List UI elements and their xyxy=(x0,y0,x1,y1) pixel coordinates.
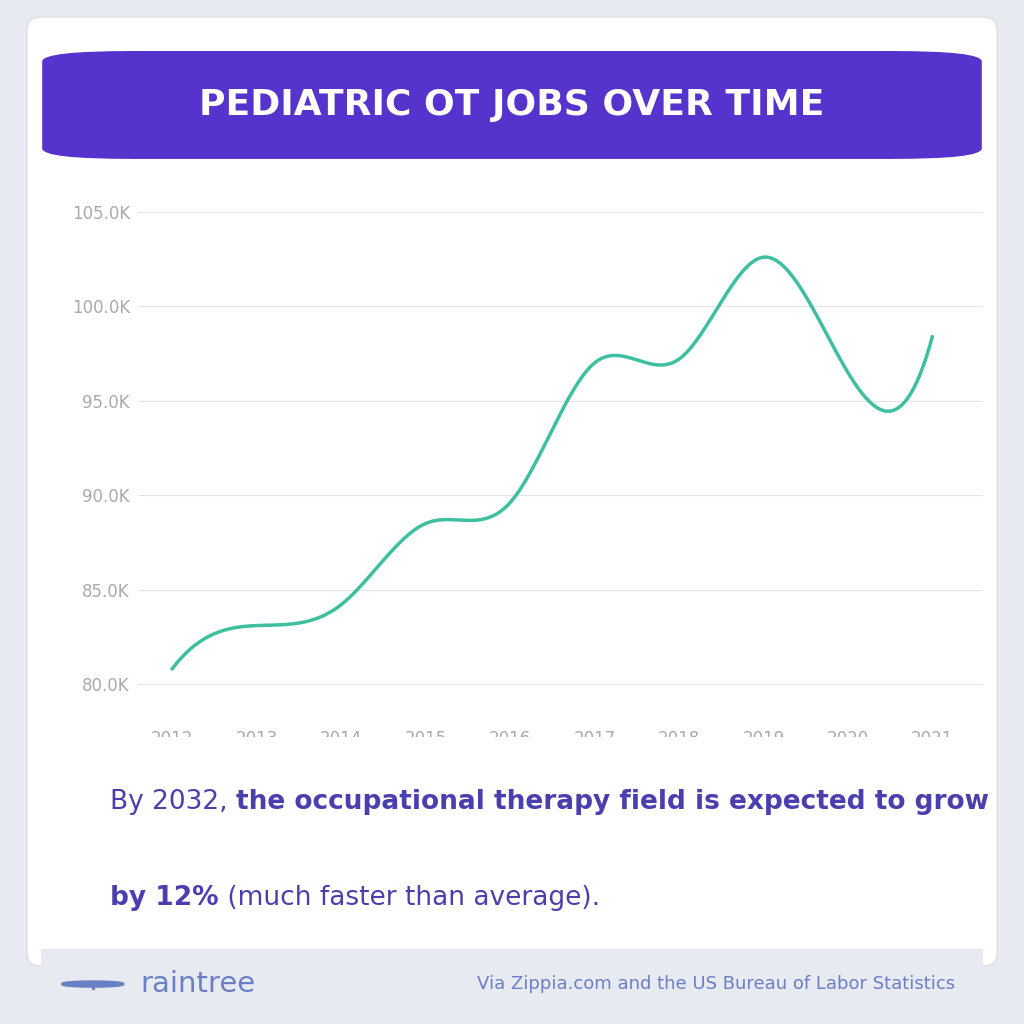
FancyBboxPatch shape xyxy=(27,16,997,967)
Text: Via Zippia.com and the US Bureau of Labor Statistics: Via Zippia.com and the US Bureau of Labo… xyxy=(476,975,954,993)
Text: raintree: raintree xyxy=(140,970,255,998)
Text: PEDIATRIC OT JOBS OVER TIME: PEDIATRIC OT JOBS OVER TIME xyxy=(200,88,824,122)
Text: by 12%: by 12% xyxy=(110,885,218,910)
FancyBboxPatch shape xyxy=(42,51,982,159)
Text: By 2032,: By 2032, xyxy=(110,788,236,815)
Text: the occupational therapy field is expected to grow: the occupational therapy field is expect… xyxy=(236,788,989,815)
Text: (much faster than average).: (much faster than average). xyxy=(218,885,600,910)
